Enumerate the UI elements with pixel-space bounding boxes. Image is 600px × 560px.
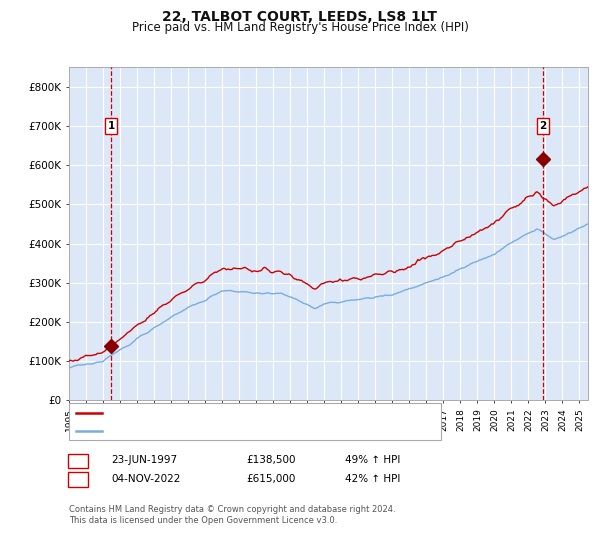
Text: 49% ↑ HPI: 49% ↑ HPI xyxy=(345,455,400,465)
Text: 22, TALBOT COURT, LEEDS, LS8 1LT: 22, TALBOT COURT, LEEDS, LS8 1LT xyxy=(163,10,437,24)
Text: 22, TALBOT COURT, LEEDS, LS8 1LT (detached house): 22, TALBOT COURT, LEEDS, LS8 1LT (detach… xyxy=(106,408,386,418)
Text: 2: 2 xyxy=(74,474,82,484)
Text: 1: 1 xyxy=(107,121,115,131)
Text: 42% ↑ HPI: 42% ↑ HPI xyxy=(345,474,400,484)
Text: 2: 2 xyxy=(539,121,547,131)
Text: 04-NOV-2022: 04-NOV-2022 xyxy=(111,474,181,484)
Text: Price paid vs. HM Land Registry's House Price Index (HPI): Price paid vs. HM Land Registry's House … xyxy=(131,21,469,34)
Text: £615,000: £615,000 xyxy=(246,474,295,484)
Text: 1: 1 xyxy=(74,455,82,465)
Text: £138,500: £138,500 xyxy=(246,455,296,465)
Text: 23-JUN-1997: 23-JUN-1997 xyxy=(111,455,177,465)
Text: HPI: Average price, detached house, Leeds: HPI: Average price, detached house, Leed… xyxy=(106,426,329,436)
Text: Contains HM Land Registry data © Crown copyright and database right 2024.
This d: Contains HM Land Registry data © Crown c… xyxy=(69,505,395,525)
